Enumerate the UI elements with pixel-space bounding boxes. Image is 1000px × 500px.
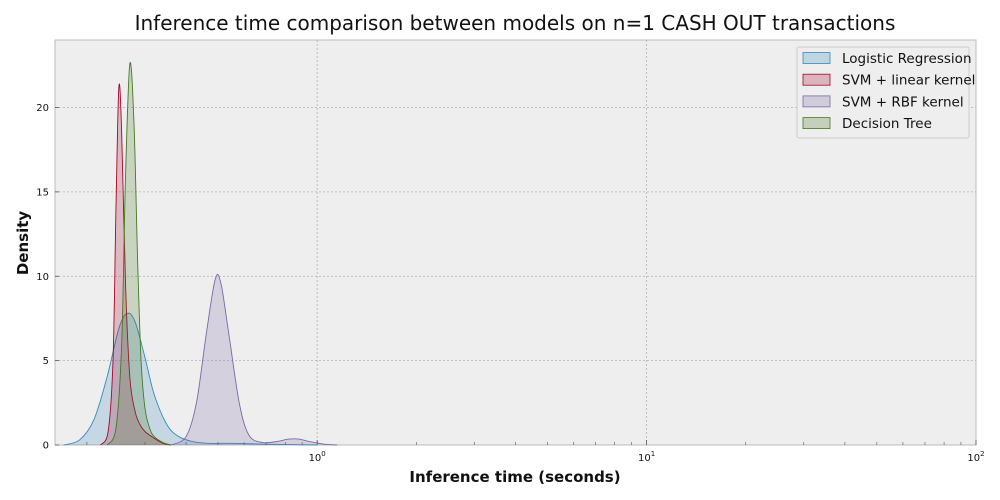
legend-box (796, 46, 970, 139)
y-tick-label: 20 (36, 103, 49, 114)
x-tick-label: 100 (309, 450, 326, 464)
density-fill-decision-tree (106, 62, 172, 445)
grid-lines (55, 40, 976, 445)
y-axis-ticks: 0 5 10 15 20 (36, 103, 59, 452)
x-tick-label: 102 (967, 450, 984, 464)
density-areas (63, 61, 338, 446)
density-line-logistic-regression (63, 312, 318, 446)
x-axis-ticks: 100 101 102 (86, 440, 985, 464)
density-line-svm-rbf-kernel (170, 273, 338, 446)
legend-item-svm-linear-kernel: SVM + linear kernel (802, 73, 975, 89)
legend-label: Decision Tree (842, 116, 932, 132)
legend-swatch (802, 73, 831, 86)
x-tick-base: 10 (967, 453, 980, 464)
legend-label: SVM + RBF kernel (842, 94, 964, 110)
density-fill-logistic-regression (63, 313, 318, 445)
legend-label: SVM + linear kernel (842, 73, 975, 89)
legend-item-logistic-regression: Logistic Regression (802, 51, 972, 67)
x-tick-label: 101 (638, 450, 655, 464)
x-tick-base: 10 (309, 453, 322, 464)
x-tick-exponent: 0 (321, 450, 325, 458)
legend-swatch (802, 52, 831, 64)
y-tick-label: 10 (36, 272, 49, 283)
chart-title: Inference time comparison between models… (135, 11, 896, 35)
legend-label: Logistic Regression (842, 51, 972, 67)
x-tick-exponent: 2 (980, 450, 984, 458)
y-tick-label: 5 (43, 356, 49, 367)
density-fill-svm-rbf-kernel (171, 274, 338, 445)
legend-swatch (802, 117, 831, 129)
legend-swatch (802, 95, 831, 108)
density-line-decision-tree (106, 61, 172, 446)
density-fill-svm-linear-kernel (100, 83, 172, 445)
y-tick-label: 15 (36, 187, 49, 198)
x-axis-label: Inference time (seconds) (409, 468, 620, 486)
x-tick-base: 10 (638, 453, 651, 464)
legend-item-svm-rbf-kernel: SVM + RBF kernel (802, 94, 964, 110)
y-axis-label: Density (14, 211, 32, 276)
x-tick-exponent: 1 (651, 450, 655, 458)
density-line-svm-linear-kernel (100, 83, 172, 446)
legend-item-decision-tree: Decision Tree (802, 116, 932, 132)
y-tick-label: 0 (43, 441, 49, 452)
legend: Logistic Regression SVM + linear kernel SV… (796, 46, 975, 139)
